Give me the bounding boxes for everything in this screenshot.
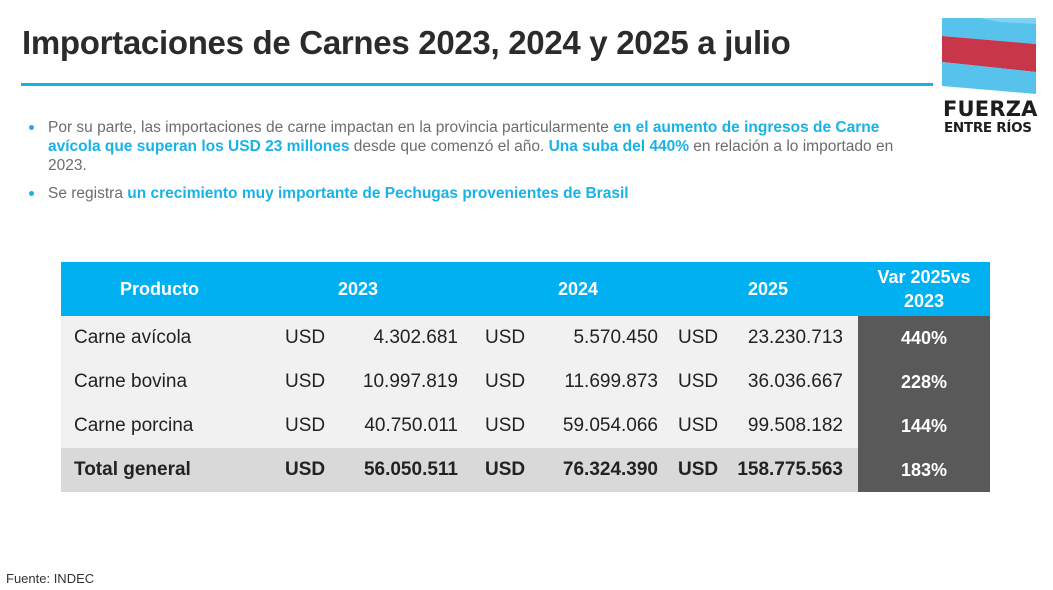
table-row: Carne avícola USD 4.302.681 USD 5.570.450 … xyxy=(61,316,990,360)
cell-var: 228% xyxy=(858,360,990,404)
column-header-producto: Producto xyxy=(61,262,278,316)
table-header-row: Producto 2023 2024 2025 Var 2025vs 2023 xyxy=(61,262,990,316)
cell-2024: USD 11.699.873 xyxy=(478,360,678,404)
cell-2025: USD 36.036.667 xyxy=(678,360,858,404)
table-row: Carne bovina USD 10.997.819 USD 11.699.873… xyxy=(61,360,990,404)
bullet-item: Se registra un crecimiento muy important… xyxy=(28,184,928,203)
cell-2023: USD 4.302.681 xyxy=(278,316,478,360)
column-header-2023: 2023 xyxy=(278,262,478,316)
imports-table: Producto 2023 2024 2025 Var 2025vs 2023 … xyxy=(61,262,990,492)
flag-stripes-icon xyxy=(942,18,1036,94)
source-note: Fuente: INDEC xyxy=(6,571,95,586)
bullet-item: Por su parte, las importaciones de carne… xyxy=(28,118,928,175)
cell-2024: USD 5.570.450 xyxy=(478,316,678,360)
cell-producto: Carne avícola xyxy=(61,316,278,360)
table-row: Carne porcina USD 40.750.011 USD 59.054.06… xyxy=(61,404,990,448)
table-total-row: Total general USD 56.050.511 USD 76.324.39… xyxy=(61,448,990,492)
page-title: Importaciones de Carnes 2023, 2024 y 202… xyxy=(22,24,791,61)
cell-producto: Carne porcina xyxy=(61,404,278,448)
cell-producto: Carne bovina xyxy=(61,360,278,404)
cell-producto-total: Total general xyxy=(61,448,278,492)
cell-2025: USD 99.508.182 xyxy=(678,404,858,448)
column-header-2025: 2025 xyxy=(678,262,858,316)
cell-2025: USD 23.230.713 xyxy=(678,316,858,360)
title-underline xyxy=(21,83,933,86)
fuerza-entre-rios-logo: FUERZA ENTRE RÍOS xyxy=(940,14,1040,140)
cell-2024: USD 59.054.066 xyxy=(478,404,678,448)
cell-var: 144% xyxy=(858,404,990,448)
bullet-list: Por su parte, las importaciones de carne… xyxy=(28,118,928,212)
cell-2024-total: USD 76.324.390 xyxy=(478,448,678,492)
cell-var-total: 183% xyxy=(858,448,990,492)
cell-var: 440% xyxy=(858,316,990,360)
logo-word-fuerza: FUERZA xyxy=(943,97,1038,121)
cell-2023: USD 10.997.819 xyxy=(278,360,478,404)
cell-2025-total: USD 158.775.563 xyxy=(678,448,858,492)
cell-2023: USD 40.750.011 xyxy=(278,404,478,448)
cell-2023-total: USD 56.050.511 xyxy=(278,448,478,492)
logo-word-entre-rios: ENTRE RÍOS xyxy=(944,120,1032,136)
column-header-var: Var 2025vs 2023 xyxy=(858,262,990,316)
column-header-2024: 2024 xyxy=(478,262,678,316)
